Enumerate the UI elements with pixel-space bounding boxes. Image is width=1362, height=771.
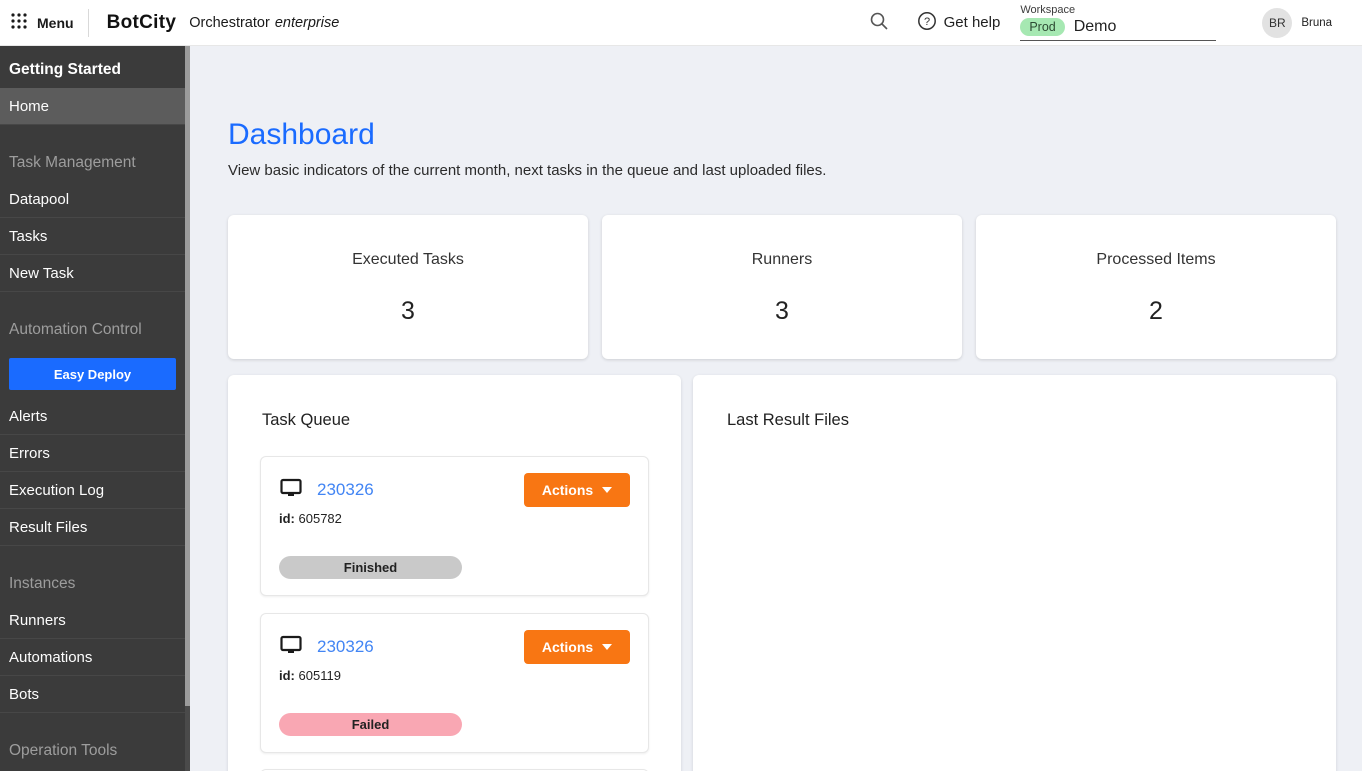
chevron-down-icon [602,487,613,493]
sidebar-section-operation-tools: Operation Tools [9,742,118,759]
sidebar-section-instances: Instances [9,575,76,592]
stat-label: Processed Items [1096,251,1216,268]
sidebar-item-bots[interactable]: Bots [0,676,185,713]
task-id-value: 605119 [298,668,341,683]
stat-value: 3 [401,297,415,325]
avatar: BR [1262,7,1293,38]
task-card: 230326 Actions id: 605782 Finished [260,456,649,596]
sidebar-nav: Getting Started Home Task Management Dat… [0,46,190,769]
task-id-label: id: [279,511,295,526]
panels-row: Task Queue 230326 Actions [228,375,1336,771]
top-bar: Menu BotCity Orchestrator enterprise ? [0,0,1362,46]
sidebar-item-result-files[interactable]: Result Files [0,509,185,546]
task-queue-title: Task Queue [262,411,351,429]
product-edition: enterprise [274,14,340,31]
stat-value: 3 [775,297,789,325]
top-bar-right: ? Get help Workspace Prod Demo BR Bruna [869,4,1362,41]
stat-label: Runners [751,251,813,268]
sidebar-gap [0,546,190,566]
header-divider [87,8,89,37]
sidebar: Getting Started Home Task Management Dat… [0,46,190,771]
get-help-button[interactable]: ? Get help [917,11,1001,35]
easy-deploy-button[interactable]: Easy Deploy [9,358,176,390]
page-subtitle: View basic indicators of the current mon… [228,162,827,179]
svg-text:?: ? [924,16,930,28]
search-icon [869,11,889,34]
stat-value: 2 [1149,297,1163,325]
top-bar-left: Menu BotCity Orchestrator enterprise [0,8,340,37]
actions-button[interactable]: Actions [524,630,630,664]
sidebar-section-automation-control: Automation Control [9,321,142,338]
workspace-row: Prod Demo [1020,18,1217,41]
help-icon: ? [917,11,937,35]
stat-label: Executed Tasks [352,251,464,268]
sidebar-gap [0,292,190,312]
sidebar-item-alerts[interactable]: Alerts [0,398,185,435]
product-name: Orchestrator [189,14,270,31]
get-help-label: Get help [943,14,1001,31]
main-content: Dashboard View basic indicators of the c… [190,46,1362,771]
monitor-icon [279,476,303,505]
page-title: Dashboard [228,118,375,151]
stats-row: Executed Tasks 3 Runners 3 Processed Ite… [228,215,1336,359]
task-card: 230326 Actions id: 605119 Failed [260,613,649,753]
sidebar-item-new-task[interactable]: New Task [0,255,185,292]
apps-grid-icon [10,12,28,33]
task-id: id: 605782 [279,511,630,526]
sidebar-item-errors[interactable]: Errors [0,435,185,472]
sidebar-item-runners[interactable]: Runners [0,602,185,639]
stat-card-executed-tasks: Executed Tasks 3 [228,215,588,359]
actions-button[interactable]: Actions [524,473,630,507]
sidebar-scrollbar-track [185,46,190,771]
sidebar-section-task-management: Task Management [9,154,136,171]
task-id-label: id: [279,668,295,683]
status-badge: Finished [279,556,462,579]
task-queue-panel: Task Queue 230326 Actions [228,375,681,771]
task-card-header: 230326 Actions [279,630,630,664]
sidebar-scrollbar-thumb[interactable] [185,46,190,706]
sidebar-gap [0,125,190,145]
sidebar-item-datapool[interactable]: Datapool [0,181,185,218]
sidebar-gap [0,713,190,733]
menu-label: Menu [37,14,74,31]
monitor-icon [279,633,303,662]
workspace-name: Demo [1073,18,1117,35]
workspace-select[interactable]: Workspace Prod Demo [1020,4,1217,41]
sidebar-item-tasks[interactable]: Tasks [0,218,185,255]
status-badge: Failed [279,713,462,736]
stat-card-processed-items: Processed Items 2 [976,215,1336,359]
workspace-label: Workspace [1020,4,1076,16]
last-result-files-title: Last Result Files [727,411,849,429]
sidebar-section-getting-started: Getting Started [9,61,121,78]
menu-button[interactable]: Menu [10,12,74,33]
user-name: Bruna [1301,16,1332,29]
actions-label: Actions [541,639,594,655]
sidebar-item-execution-log[interactable]: Execution Log [0,472,185,509]
task-id-value: 605782 [298,511,342,526]
actions-label: Actions [541,482,594,498]
user-menu-button[interactable]: BR Bruna [1262,7,1332,38]
environment-badge: Prod [1020,18,1065,36]
chevron-down-icon [602,644,613,650]
stat-card-runners: Runners 3 [602,215,962,359]
task-number-link[interactable]: 230326 [317,480,374,499]
task-number-link[interactable]: 230326 [317,637,374,656]
sidebar-item-automations[interactable]: Automations [0,639,185,676]
last-result-files-panel: Last Result Files [693,375,1336,771]
search-button[interactable] [869,11,889,34]
task-card-header: 230326 Actions [279,473,630,507]
botcity-logo: BotCity [106,11,177,33]
task-id: id: 605119 [279,668,630,683]
sidebar-item-home[interactable]: Home [0,88,185,125]
